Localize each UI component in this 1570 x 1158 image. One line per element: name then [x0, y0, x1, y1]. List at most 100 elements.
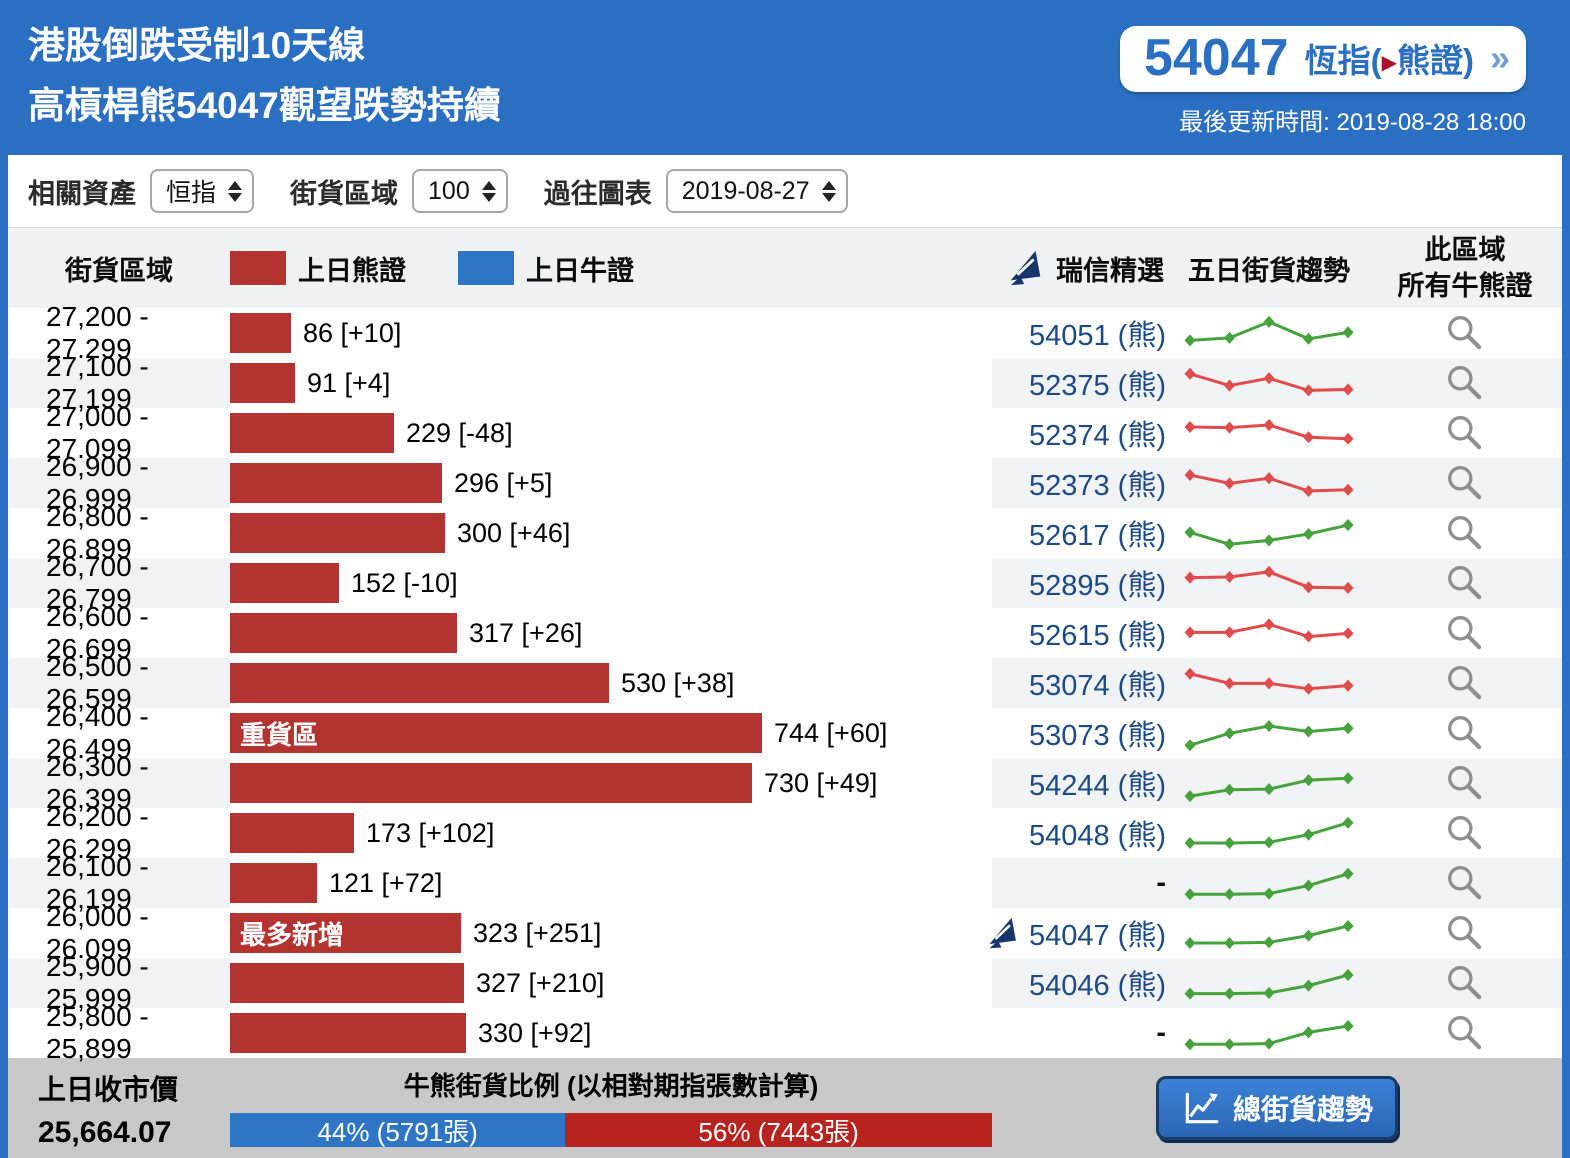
cs-pick-cell: 52373 (熊): [992, 458, 1170, 508]
legend: 上日熊證 上日牛證: [230, 249, 992, 288]
magnifier-icon[interactable]: [1445, 863, 1485, 903]
all-warrants-cell: [1368, 858, 1562, 908]
trend-cell: [1170, 758, 1368, 808]
bar-cell: 317 [+26]: [230, 608, 992, 658]
credit-suisse-logo-icon: [989, 917, 1016, 949]
cs-warrant-link[interactable]: 52375 (熊): [1028, 370, 1166, 402]
cs-warrant-link[interactable]: 53073 (熊): [1028, 720, 1166, 752]
last-update-time: 最後更新時間: 2019-08-28 18:00: [1179, 109, 1526, 136]
trend-cell: [1170, 308, 1368, 358]
cs-warrant-link[interactable]: 52374 (熊): [1028, 420, 1166, 452]
bear-outstanding-bar: [230, 463, 442, 503]
bar-value: 330 [+92]: [478, 1017, 592, 1048]
related-asset-select[interactable]: 恒指: [150, 169, 255, 213]
magnifier-icon[interactable]: [1445, 713, 1485, 753]
all-warrants-cell: [1368, 408, 1562, 458]
table-row: 25,900 - 25,999 327 [+210] 54046 (熊): [8, 951, 1562, 1014]
bar-cell: 229 [-48]: [230, 408, 992, 458]
table-row: 27,100 - 27,199 91 [+4] 52375 (熊): [8, 351, 1562, 414]
red-triangle-icon: ▶: [1381, 52, 1397, 74]
featured-warrant-card[interactable]: 54047 恆指(▶熊證) »: [1119, 26, 1526, 92]
price-range: 25,900 - 25,999: [8, 951, 230, 1014]
five-day-trend-sparkline: [1184, 519, 1354, 551]
magnifier-icon[interactable]: [1445, 613, 1485, 653]
bar-value: 530 [+38]: [621, 667, 735, 698]
cs-pick-cell: 54046 (熊): [992, 958, 1170, 1008]
magnifier-icon[interactable]: [1445, 363, 1485, 403]
magnifier-icon[interactable]: [1445, 913, 1485, 953]
cs-pick-cell: 52617 (熊): [992, 508, 1170, 558]
table-row: 26,100 - 26,199 121 [+72] -: [8, 851, 1562, 914]
cs-warrant-link[interactable]: 52615 (熊): [1028, 620, 1166, 652]
select-arrows-icon: [481, 180, 496, 202]
magnifier-icon[interactable]: [1445, 963, 1485, 1003]
price-range: 26,500 - 26,599: [8, 651, 230, 714]
trend-cell: [1170, 458, 1368, 508]
price-range: 26,700 - 26,799: [8, 551, 230, 614]
previous-close-block: 上日收市價 25,664.07: [8, 1058, 230, 1158]
all-warrants-cell: [1368, 808, 1562, 858]
magnifier-icon[interactable]: [1445, 763, 1485, 803]
bear-outstanding-bar: [230, 563, 339, 603]
trend-cell: [1170, 608, 1368, 658]
price-range: 26,900 - 26,999: [8, 451, 230, 514]
featured-warrant-code: 54047: [1143, 29, 1289, 87]
all-warrants-cell: [1368, 908, 1562, 958]
cs-warrant-link[interactable]: 52373 (熊): [1028, 470, 1166, 502]
column-header-all-warrants: 此區域 所有牛熊證: [1397, 235, 1533, 301]
five-day-trend-sparkline: [1184, 816, 1354, 849]
trend-cell: [1170, 558, 1368, 608]
bar-value: 91 [+4]: [307, 367, 391, 398]
header-right: 54047 恆指(▶熊證) » 最後更新時間: 2019-08-28 18:00: [1119, 0, 1550, 155]
bar-cell: 重貨區 744 [+60]: [230, 708, 992, 758]
bar-cell: 530 [+38]: [230, 658, 992, 708]
all-warrants-cell: [1368, 358, 1562, 408]
bar-value: 173 [+102]: [366, 817, 495, 848]
five-day-trend-sparkline: [1184, 867, 1354, 901]
magnifier-icon[interactable]: [1445, 513, 1485, 553]
cs-pick-cell: 54048 (熊): [992, 808, 1170, 858]
cs-warrant-link[interactable]: 52617 (熊): [1028, 520, 1166, 552]
table-row: 26,500 - 26,599 530 [+38] 53074 (熊): [8, 651, 1562, 714]
range-select[interactable]: 100: [412, 169, 508, 213]
trend-cell: [1170, 658, 1368, 708]
all-warrants-cell: [1368, 658, 1562, 708]
cs-warrant-link[interactable]: 54048 (熊): [1028, 820, 1166, 852]
cs-warrant-link[interactable]: 54051 (熊): [1028, 320, 1166, 352]
cs-pick-cell: 52615 (熊): [992, 608, 1170, 658]
bar-badge: 重貨區: [240, 719, 319, 750]
bar-cell: 296 [+5]: [230, 458, 992, 508]
filter-bar: 相關資產 恒指 街貨區域 100 過往圖表 2019-08-27: [8, 155, 1562, 228]
magnifier-icon[interactable]: [1445, 1013, 1485, 1053]
cs-warrant-link[interactable]: 52895 (熊): [1028, 570, 1166, 602]
previous-close-label: 上日收市價: [38, 1074, 179, 1105]
bar-cell: 173 [+102]: [230, 808, 992, 858]
all-warrants-cell: [1368, 758, 1562, 808]
table-row: 26,200 - 26,299 173 [+102] 54048 (熊): [8, 801, 1562, 864]
magnifier-icon[interactable]: [1445, 313, 1485, 353]
cs-warrant-link[interactable]: 54046 (熊): [1028, 970, 1166, 1002]
five-day-trend-sparkline: [1184, 667, 1354, 695]
bar-value: 327 [+210]: [476, 967, 605, 998]
bar-value: 152 [-10]: [351, 567, 458, 598]
bar-badge: 最多新增: [240, 919, 345, 950]
magnifier-icon[interactable]: [1445, 663, 1485, 703]
column-header-range: 街貨區域: [65, 255, 173, 286]
all-warrants-cell: [1368, 958, 1562, 1008]
magnifier-icon[interactable]: [1445, 463, 1485, 503]
total-outstanding-trend-button[interactable]: 總街貨趨勢: [1155, 1076, 1398, 1140]
all-warrants-cell: [1368, 1008, 1562, 1058]
cs-pick-cell: 54051 (熊): [992, 308, 1170, 358]
cs-warrant-link[interactable]: 53074 (熊): [1028, 670, 1166, 702]
five-day-trend-sparkline: [1184, 969, 1354, 1000]
cs-warrant-link[interactable]: 54047 (熊): [1028, 920, 1166, 952]
bear-outstanding-bar: [230, 613, 457, 653]
magnifier-icon[interactable]: [1445, 563, 1485, 603]
history-date-select[interactable]: 2019-08-27: [665, 169, 848, 213]
cs-warrant-link[interactable]: 54244 (熊): [1028, 770, 1166, 802]
table-row: 26,400 - 26,499 重貨區 744 [+60] 53073 (熊): [8, 701, 1562, 764]
bar-value: 744 [+60]: [774, 717, 888, 748]
magnifier-icon[interactable]: [1445, 413, 1485, 453]
magnifier-icon[interactable]: [1445, 813, 1485, 853]
cs-pick-cell: 52375 (熊): [992, 358, 1170, 408]
